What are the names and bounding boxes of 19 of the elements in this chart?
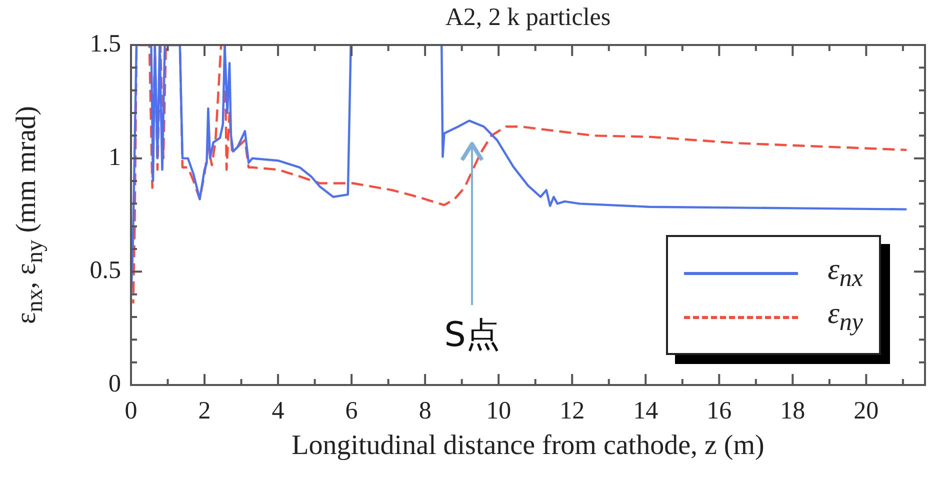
chart-title: A2, 2 k particles	[444, 4, 612, 32]
x-tick-label: 14	[633, 398, 659, 425]
x-tick-label: 6	[345, 398, 358, 425]
x-tick-label: 2	[198, 398, 211, 425]
legend-label: ε$_{nx}$	[828, 253, 863, 293]
x-tick-label: 4	[272, 398, 285, 425]
legend-label: ε$_{ny}$	[828, 297, 863, 337]
y-tick-label: 1.5	[90, 30, 121, 58]
x-tick-label: 18	[780, 398, 806, 425]
annotation: S点	[444, 314, 500, 357]
y-tick-label: 0	[108, 370, 121, 398]
x-axis-title: Longitudinal distance from cathode, z (m)	[290, 430, 766, 462]
x-tick-label: 16	[706, 398, 732, 425]
x-tick-label: 12	[560, 398, 585, 425]
x-tick-label: 10	[486, 398, 512, 425]
x-tick-label: 8	[418, 398, 432, 425]
y-tick-label: 0.5	[90, 257, 121, 284]
x-tick-label: 20	[854, 398, 879, 425]
y-tick-label: 1	[108, 144, 121, 171]
